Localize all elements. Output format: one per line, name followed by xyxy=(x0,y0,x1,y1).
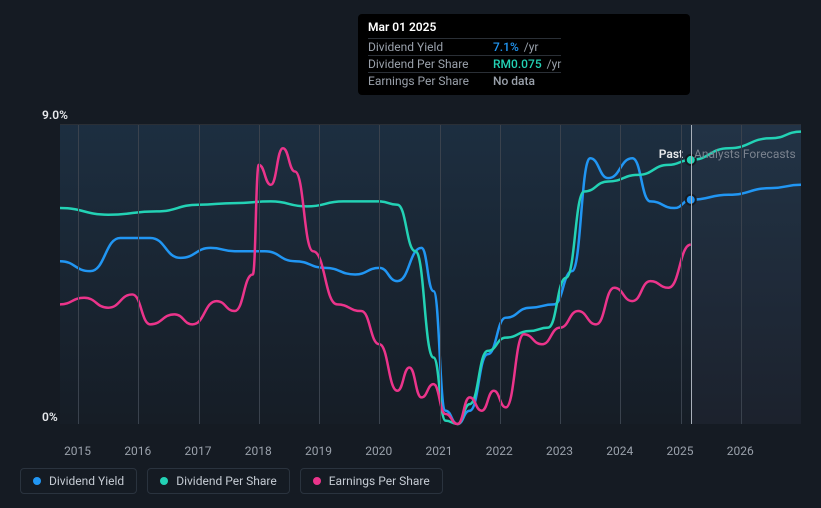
gridline xyxy=(620,125,621,424)
gridline xyxy=(560,125,561,424)
legend-label: Dividend Yield xyxy=(49,474,124,488)
x-axis-tick: 2024 xyxy=(606,444,633,458)
gridline xyxy=(440,125,441,424)
legend-item-earnings-per-share[interactable]: Earnings Per Share xyxy=(300,468,443,494)
chart-area: 9.0% 0% Past Analysts Forecasts 2015 2016… xyxy=(20,106,801,456)
gridline xyxy=(78,125,79,424)
y-axis-max-label: 9.0% xyxy=(42,108,68,122)
legend-label: Dividend Per Share xyxy=(176,474,277,488)
legend-dot xyxy=(160,477,168,485)
x-axis-tick: 2019 xyxy=(305,444,332,458)
tooltip-row-label: Earnings Per Share xyxy=(368,73,493,90)
x-axis-tick: 2022 xyxy=(486,444,513,458)
tooltip-row-value: RM0.075 /yr xyxy=(493,56,561,73)
tooltip-row-label: Dividend Yield xyxy=(368,39,493,56)
past-future-divider: Past Analysts Forecasts xyxy=(659,147,796,161)
gridline xyxy=(741,125,742,424)
cursor-line xyxy=(691,125,692,424)
tooltip-table: Dividend Yield7.1% /yrDividend Per Share… xyxy=(368,38,561,89)
gridline xyxy=(319,125,320,424)
tooltip-date: Mar 01 2025 xyxy=(368,20,680,34)
gridline xyxy=(681,125,682,424)
legend-item-dividend-per-share[interactable]: Dividend Per Share xyxy=(147,468,290,494)
x-axis-tick: 2025 xyxy=(667,444,694,458)
legend-dot xyxy=(313,477,321,485)
hover-tooltip: Mar 01 2025 Dividend Yield7.1% /yrDivide… xyxy=(358,14,690,95)
x-axis-tick: 2017 xyxy=(185,444,212,458)
x-axis-tick: 2016 xyxy=(124,444,151,458)
y-axis-min-label: 0% xyxy=(42,410,58,424)
series-earnings_per_share xyxy=(60,148,691,424)
legend-label: Earnings Per Share xyxy=(329,474,430,488)
gridline xyxy=(500,125,501,424)
legend-dot xyxy=(33,477,41,485)
x-axis-tick: 2018 xyxy=(245,444,272,458)
gridline xyxy=(379,125,380,424)
gridline xyxy=(138,125,139,424)
x-axis-tick: 2020 xyxy=(365,444,392,458)
x-axis-tick: 2021 xyxy=(426,444,453,458)
x-axis-tick: 2015 xyxy=(64,444,91,458)
gridline xyxy=(259,125,260,424)
legend: Dividend Yield Dividend Per Share Earnings… xyxy=(20,468,443,494)
analysts-forecasts-label: Analysts Forecasts xyxy=(694,147,796,161)
past-label: Past xyxy=(659,147,683,161)
x-axis-tick: 2023 xyxy=(546,444,573,458)
legend-item-dividend-yield[interactable]: Dividend Yield xyxy=(20,468,137,494)
plot-region: Past Analysts Forecasts xyxy=(60,124,801,424)
tooltip-row-value: No data xyxy=(493,73,561,90)
tooltip-row-label: Dividend Per Share xyxy=(368,56,493,73)
x-axis-tick: 2026 xyxy=(727,444,754,458)
tooltip-row-value: 7.1% /yr xyxy=(493,39,561,56)
gridline xyxy=(199,125,200,424)
